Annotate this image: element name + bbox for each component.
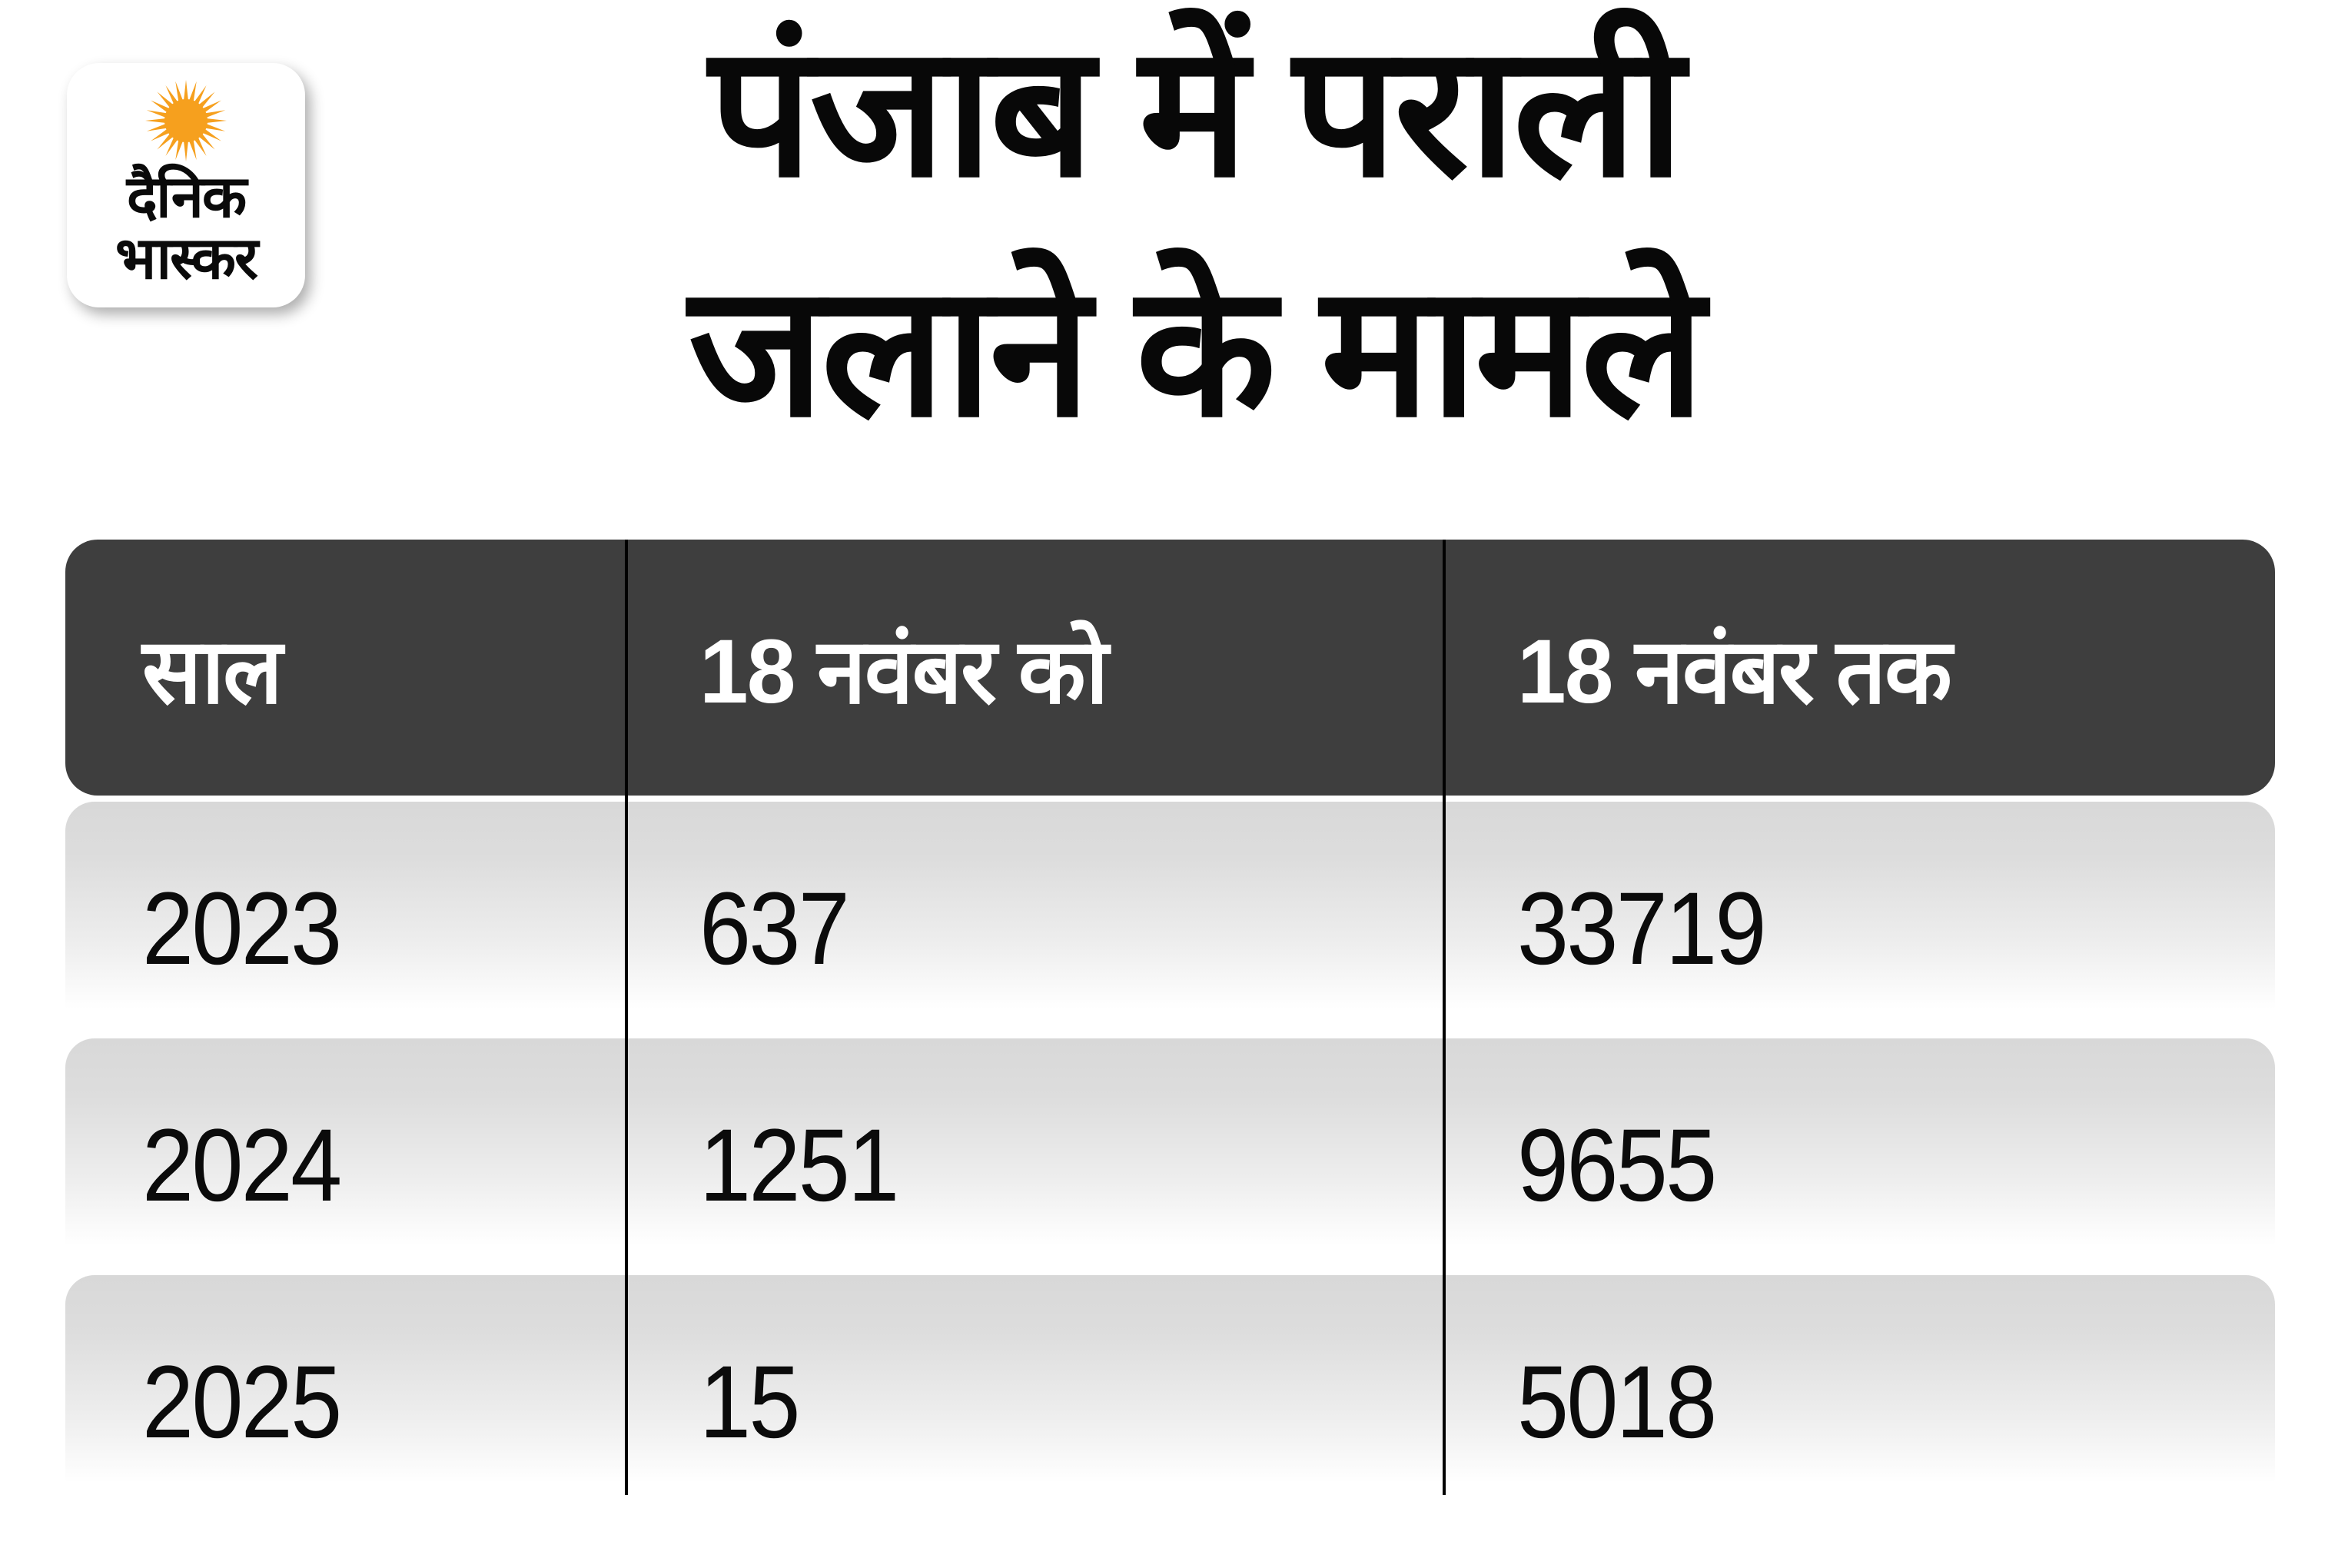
on-date-cell: 1251 (626, 1038, 1444, 1269)
year-cell: 2023 (65, 802, 626, 1032)
table-header-row: साल 18 नवंबर को 18 नवंबर तक (65, 540, 2275, 796)
cumulative-value: 33719 (1517, 871, 1767, 986)
on-date-cell: 15 (626, 1275, 1444, 1506)
column-header-on-18-november: 18 नवंबर को (626, 540, 1444, 796)
column-divider-1 (625, 540, 628, 1495)
cumulative-cell: 33719 (1444, 802, 2275, 1032)
on-date-cell: 637 (626, 802, 1444, 1032)
column-header-year: साल (65, 540, 626, 796)
logo-wordmark: दैनिक भास्कर (67, 167, 305, 290)
cumulative-value: 5018 (1517, 1344, 1717, 1460)
column-divider-2 (1443, 540, 1446, 1495)
column-header-till-18-november-label: 18 नवंबर तक (1517, 621, 1952, 723)
table-row-2025: 2025 15 5018 (65, 1275, 2275, 1506)
cumulative-cell: 9655 (1444, 1038, 2275, 1269)
year-value: 2023 (142, 871, 342, 986)
year-cell: 2024 (65, 1038, 626, 1269)
table-row-2023: 2023 637 33719 (65, 802, 2275, 1032)
stubble-burning-table: साल 18 नवंबर को 18 नवंबर तक 2023 637 337… (65, 540, 2275, 1506)
year-value: 2025 (142, 1344, 342, 1460)
cumulative-value: 9655 (1517, 1108, 1717, 1223)
title-line2: जलाने के मामले (688, 250, 1705, 453)
logo-brand-line1: दैनिक (126, 164, 247, 230)
year-value: 2024 (142, 1108, 342, 1223)
dainik-bhaskar-logo: दैनिक भास्कर (67, 63, 305, 307)
column-header-on-18-november-label: 18 नवंबर को (699, 621, 1108, 723)
on-date-value: 637 (699, 871, 850, 986)
year-cell: 2025 (65, 1275, 626, 1506)
on-date-value: 1251 (699, 1108, 899, 1223)
column-header-year-label: साल (142, 621, 283, 723)
logo-brand-line2: भास्कर (115, 226, 258, 291)
sun-icon (145, 80, 227, 161)
title-line1: पंजाब में पराली (709, 10, 1684, 214)
cumulative-cell: 5018 (1444, 1275, 2275, 1506)
column-header-till-18-november: 18 नवंबर तक (1444, 540, 2275, 796)
table-row-2024: 2024 1251 9655 (65, 1038, 2275, 1269)
page-title: पंजाब में पराली जलाने के मामले (503, 0, 1887, 472)
on-date-value: 15 (699, 1344, 800, 1460)
